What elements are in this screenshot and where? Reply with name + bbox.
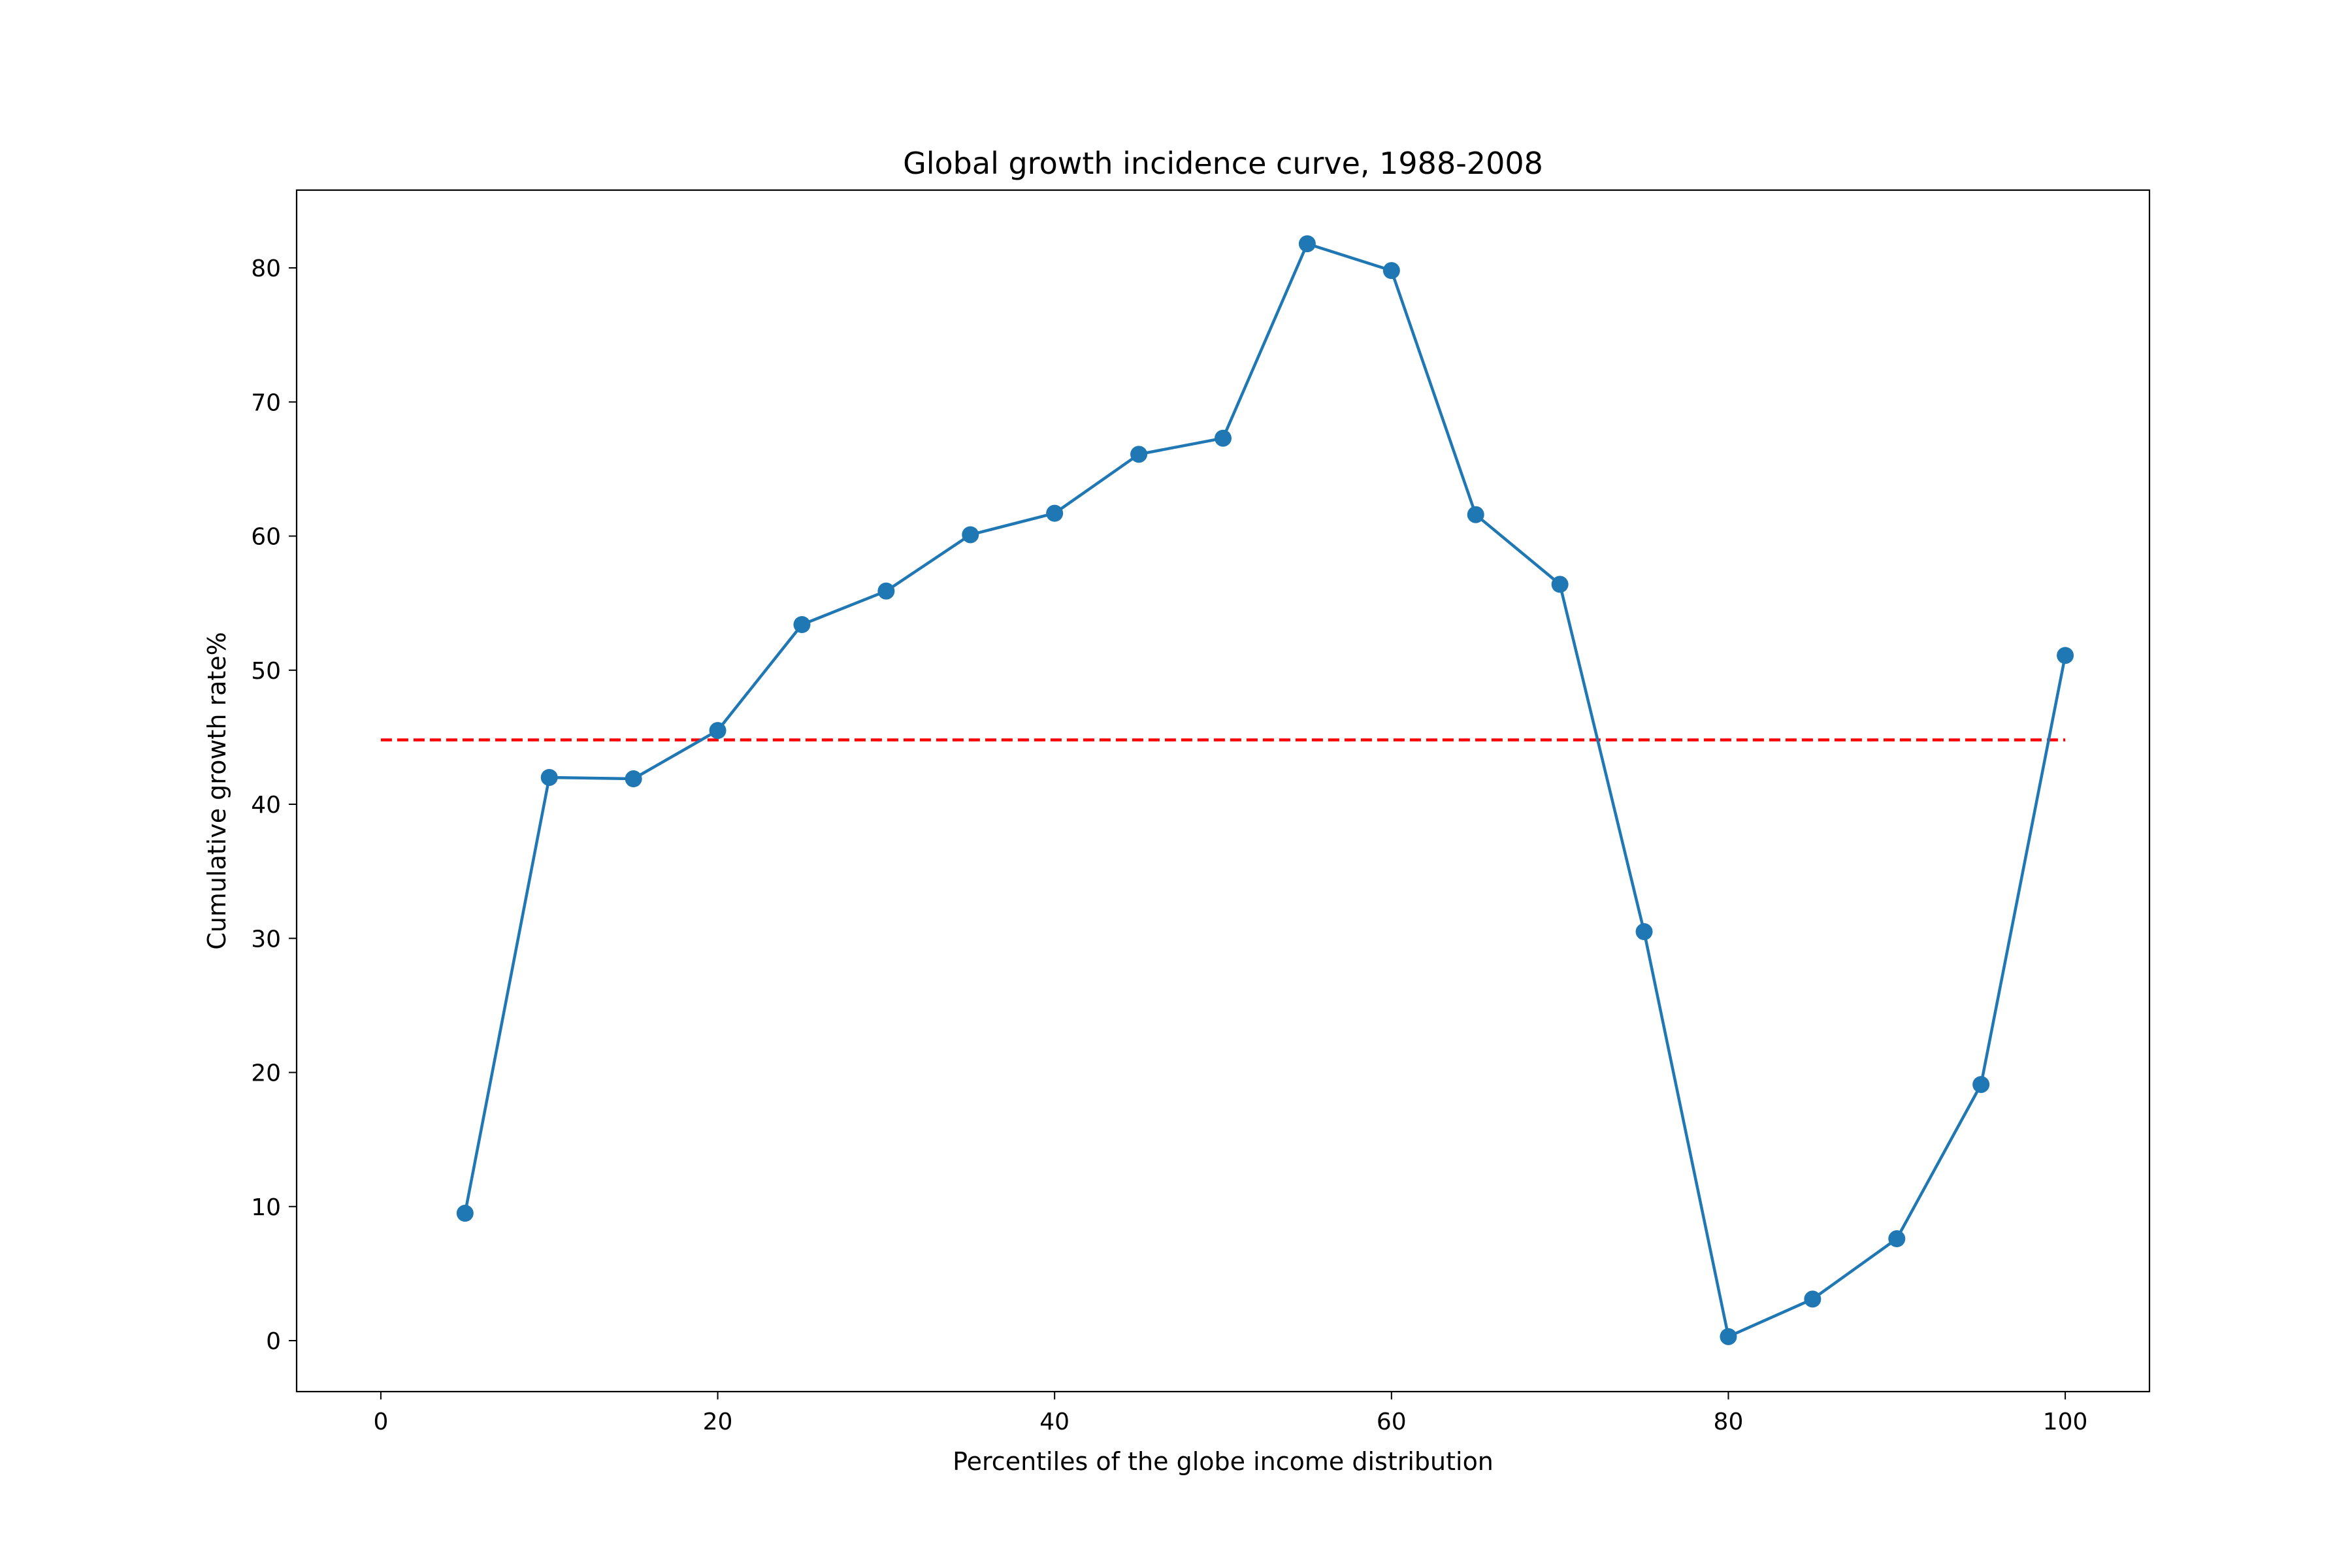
data-point [1888,1230,1906,1248]
series-layer [456,235,2074,1345]
data-point [877,582,895,600]
y-tick-label: 20 [251,1060,281,1087]
y-tick-label: 80 [251,255,281,282]
x-axis-label: Percentiles of the globe income distribu… [953,1447,1494,1476]
data-point [1720,1328,1737,1345]
y-tick-label: 40 [251,792,281,819]
y-tick-label: 0 [266,1328,281,1355]
chart-title: Global growth incidence curve, 1988-2008 [903,146,1543,181]
data-point [456,1205,474,1222]
x-tick-label: 100 [2043,1409,2088,1435]
data-point [625,770,642,788]
y-tick-label: 60 [251,524,281,551]
data-point [1298,235,1316,253]
x-tick-label: 0 [373,1409,388,1435]
data-point [1551,576,1569,593]
data-point [1215,429,1232,447]
data-point [1130,446,1148,463]
y-tick-label: 10 [251,1194,281,1221]
data-point [709,722,727,740]
x-tick-label: 80 [1714,1409,1744,1435]
data-point [1804,1290,1821,1308]
series-line [463,242,2067,1339]
plot-frame [295,189,2151,1393]
data-point [962,526,979,544]
x-tick-label: 40 [1039,1409,1070,1435]
data-point [1046,504,1064,522]
x-tick-label: 20 [703,1409,733,1435]
data-point [1382,262,1400,280]
y-axis: 0 10 20 30 40 50 60 70 80 [251,255,297,1355]
data-point [2057,647,2074,664]
data-point [540,768,558,786]
y-tick-label: 70 [251,389,281,416]
data-point [1467,506,1484,523]
x-tick-label: 60 [1377,1409,1407,1435]
data-point [793,615,811,633]
data-point [1972,1075,1990,1093]
y-axis-label: Cumulative growth rate% [203,632,231,950]
y-tick-label: 50 [251,658,281,685]
y-tick-label: 30 [251,926,281,953]
data-point [1635,923,1653,941]
x-axis: 0 20 40 60 80 100 [373,1392,2087,1435]
